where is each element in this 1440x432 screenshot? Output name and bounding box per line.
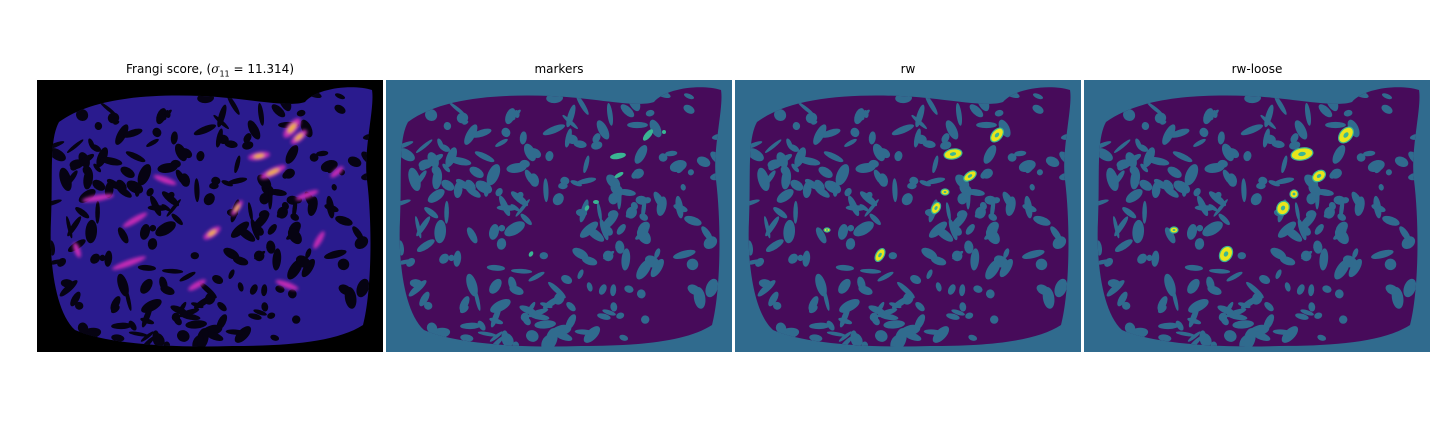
title-suffix: = 11.314) <box>229 62 294 76</box>
pore-pattern <box>399 87 722 347</box>
vessel-response <box>188 279 206 291</box>
rw-loose-canvas <box>1084 80 1430 352</box>
marker-seed <box>584 205 590 211</box>
title-sigma: σ <box>211 62 220 76</box>
marker-seed <box>528 251 534 257</box>
vessel-segment-core <box>1292 192 1296 196</box>
vessel-response <box>313 231 325 249</box>
marker-seed <box>593 200 599 204</box>
panel-title-rw-loose: rw-loose <box>1231 62 1283 76</box>
vessel-peak <box>207 229 217 237</box>
marker-seed <box>614 171 624 179</box>
vessel-segment-core <box>1316 173 1322 179</box>
rw-loose-image <box>1084 80 1430 352</box>
frangi-score-image <box>37 80 383 352</box>
marker-seed <box>662 130 666 134</box>
segmented-vessels <box>1169 126 1354 263</box>
title-subscript: 11 <box>219 69 230 79</box>
vessel-peak <box>294 133 304 141</box>
marker-seed <box>610 152 626 160</box>
vessel-response <box>330 166 344 178</box>
vessel-segment-core <box>967 174 973 178</box>
segmented-vessels <box>823 127 1005 262</box>
vessel-peak <box>253 153 265 159</box>
vessel-segment-core <box>949 152 957 156</box>
vessel-segment-core <box>1172 228 1176 232</box>
vessel-peak <box>234 204 240 212</box>
vessel-segment-core <box>943 190 947 194</box>
marker-seed <box>642 129 654 141</box>
vessel-response <box>73 242 81 258</box>
pore-pattern <box>748 87 1071 347</box>
vessel-segment-core <box>878 252 882 258</box>
markers-canvas <box>386 80 732 352</box>
pore-pattern <box>50 87 373 347</box>
rw-image <box>735 80 1081 352</box>
vessel-segment-core <box>1298 151 1306 157</box>
title-prefix: Frangi score, ( <box>126 62 212 76</box>
panel-title-markers: markers <box>534 62 584 76</box>
vessel-peak <box>287 123 297 133</box>
vessel-response <box>295 190 319 200</box>
panel-title-rw: rw <box>900 62 916 76</box>
vessel-segment-core <box>934 206 938 210</box>
marker-seeds <box>528 129 666 257</box>
vessel-response <box>153 175 177 185</box>
frangi-score-canvas <box>37 80 383 352</box>
vessel-segment-core <box>994 132 1000 138</box>
vessel-segment-core <box>1280 205 1286 211</box>
vessel-segment-core <box>1343 132 1349 138</box>
panel-title-frangi: Frangi score, (σ11 = 11.314) <box>37 61 383 82</box>
vessel-response <box>122 212 148 228</box>
rw-canvas <box>735 80 1081 352</box>
vessel-peak <box>266 168 280 176</box>
vesselness-highlights <box>73 118 344 291</box>
vessel-response <box>275 280 299 290</box>
markers-image <box>386 80 732 352</box>
vessel-response <box>82 193 114 203</box>
vessel-segment-core <box>1223 251 1229 257</box>
vessel-segment-core <box>825 229 829 231</box>
vessel-response <box>112 256 146 270</box>
